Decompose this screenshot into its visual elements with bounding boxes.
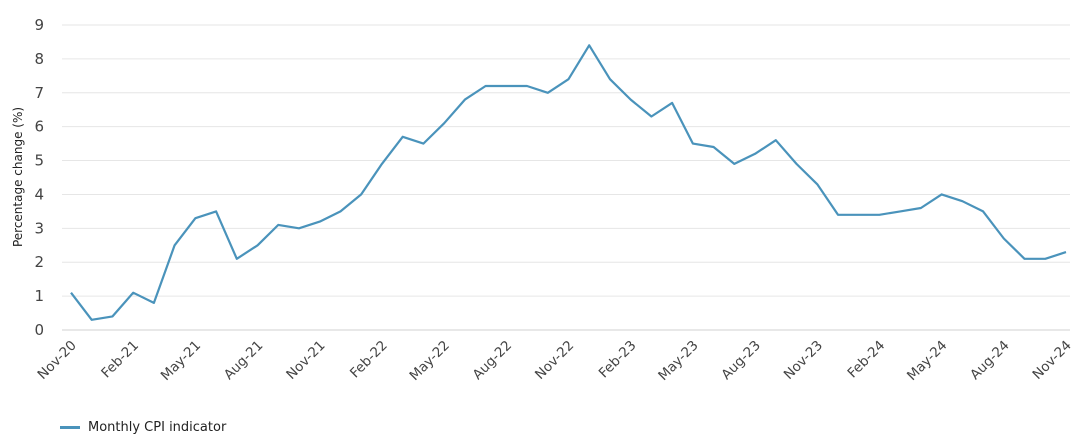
x-axis-ticks: Nov-20 Feb-21 May-21 Aug-21 Nov-21 Feb-22 May-… (35, 338, 1075, 384)
y-tick-label: 1 (34, 287, 44, 305)
y-tick-label: 7 (34, 84, 44, 102)
y-axis-ticks: 0 1 2 3 4 5 6 7 8 9 (34, 16, 44, 339)
x-tick-label: Aug-23 (718, 338, 764, 384)
legend-swatch-monthly-cpi (60, 426, 80, 429)
gridlines (62, 24, 1070, 331)
y-tick-label: 0 (34, 321, 44, 339)
y-tick-label: 3 (34, 219, 44, 237)
x-tick-label: Aug-22 (470, 338, 516, 384)
y-tick-label: 4 (34, 185, 44, 203)
x-tick-label: Nov-20 (35, 338, 80, 383)
x-tick-label: Aug-21 (221, 338, 267, 384)
x-tick-label: Feb-21 (98, 338, 142, 382)
y-axis-label: Percentage change (%) (11, 107, 25, 247)
y-tick-label: 5 (34, 152, 44, 170)
x-tick-label: Aug-24 (967, 338, 1013, 384)
x-tick-label: Feb-22 (347, 338, 391, 382)
legend-label-monthly-cpi: Monthly CPI indicator (88, 420, 227, 435)
x-tick-label: Nov-23 (781, 338, 826, 383)
x-tick-label: Nov-22 (532, 338, 577, 383)
x-tick-label: May-21 (158, 338, 204, 384)
y-tick-label: 6 (34, 118, 44, 136)
y-tick-label: 9 (34, 16, 44, 34)
y-tick-label: 8 (34, 50, 44, 68)
y-tick-label: 2 (34, 253, 44, 271)
x-tick-label: May-24 (904, 338, 950, 384)
legend: Monthly CPI indicator (60, 420, 226, 435)
x-tick-label: Feb-23 (596, 338, 640, 382)
series-line-monthly-cpi (70, 44, 1067, 321)
x-tick-label: Nov-24 (1030, 338, 1075, 383)
x-tick-label: Feb-24 (844, 338, 888, 382)
x-tick-label: Nov-21 (283, 338, 328, 383)
x-tick-label: May-22 (406, 338, 452, 384)
x-tick-label: May-23 (655, 338, 701, 384)
